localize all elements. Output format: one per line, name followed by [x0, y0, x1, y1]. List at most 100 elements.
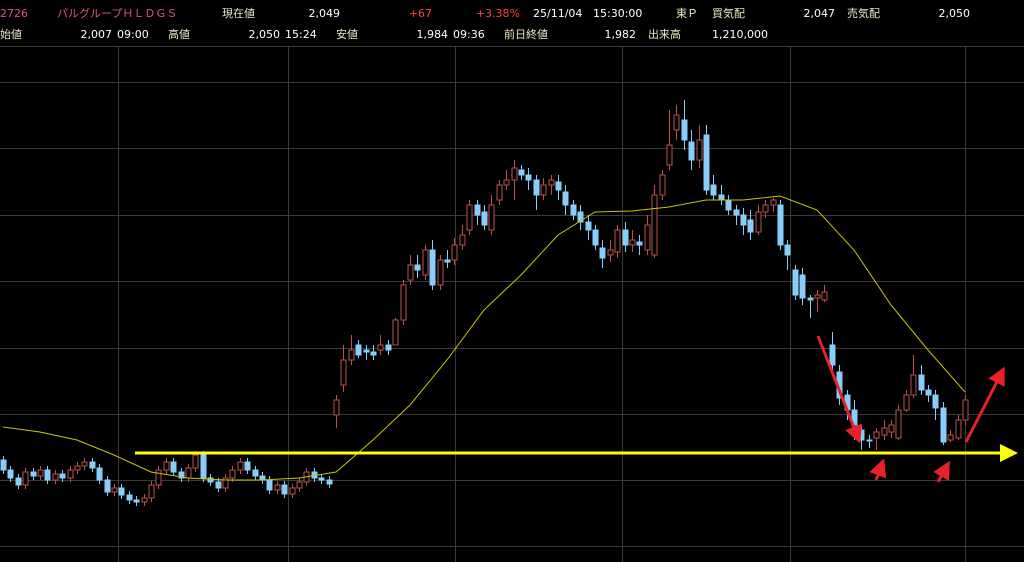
- candle-body: [252, 469, 259, 477]
- vertical-grid: [118, 47, 966, 562]
- candle-body: [607, 249, 614, 256]
- candle-body: [422, 249, 429, 276]
- candle-body: [770, 199, 777, 206]
- header-time: 09:00: [117, 28, 149, 41]
- candle-body: [562, 191, 569, 206]
- candle-body: [666, 144, 673, 166]
- candle-body: [962, 399, 969, 421]
- candle-body: [599, 247, 606, 259]
- candle-body: [696, 139, 703, 161]
- header-code: 2726: [0, 7, 28, 20]
- header-label: 売気配: [847, 6, 880, 20]
- candle-body: [740, 214, 747, 226]
- candle-body: [496, 184, 503, 201]
- candle-body: [747, 219, 754, 233]
- candle-body: [725, 199, 732, 211]
- candle-body: [888, 424, 895, 433]
- candle-body: [155, 469, 162, 486]
- header-label: 現在値: [222, 7, 255, 20]
- candle-body: [244, 461, 251, 471]
- candle-body: [525, 174, 532, 181]
- candle-body: [67, 469, 74, 479]
- red-arrows: [816, 335, 1005, 483]
- candle-body: [903, 394, 910, 411]
- header-value: 1,210,000: [712, 28, 768, 41]
- candle-body: [141, 497, 148, 503]
- header-value: 1,984: [417, 28, 449, 41]
- candle-body: [784, 244, 791, 256]
- arrow: [816, 335, 862, 444]
- candle-body: [629, 239, 636, 246]
- candle-body: [333, 399, 340, 416]
- candle-body: [518, 169, 525, 176]
- candle-body: [192, 454, 199, 469]
- candle-body: [237, 461, 244, 471]
- candle-body: [348, 349, 355, 361]
- header-name: パルグループＨＬＤＧＳ: [57, 6, 177, 20]
- candle-body: [222, 477, 229, 489]
- candle-body: [30, 471, 37, 477]
- candle-body: [540, 184, 547, 196]
- candle-body: [710, 184, 717, 196]
- candle-body: [873, 431, 880, 439]
- candle-body: [644, 224, 651, 251]
- horizontal-grid: [0, 82, 1024, 547]
- candle-body: [755, 211, 762, 233]
- candle-body: [111, 487, 118, 493]
- candle-body: [585, 221, 592, 231]
- candle-body: [799, 274, 806, 299]
- candle-body: [0, 459, 7, 471]
- header-value: 2,049: [309, 7, 341, 20]
- arrow: [869, 458, 887, 481]
- header-bg: [0, 0, 1024, 46]
- candle-body: [555, 181, 562, 191]
- header-time: 15:30:00: [593, 7, 642, 20]
- overlay: [2, 195, 1018, 481]
- candle-body: [200, 454, 207, 479]
- candle-body: [81, 461, 88, 467]
- arrow: [933, 460, 950, 483]
- candle-body: [881, 427, 888, 436]
- candle-body: [947, 434, 954, 441]
- candle-body: [459, 234, 466, 246]
- candle-body: [474, 204, 481, 216]
- candle-body: [451, 244, 458, 261]
- candle-body: [910, 374, 917, 396]
- candle-body: [821, 291, 828, 301]
- candle-body: [392, 319, 399, 346]
- candle-body: [59, 473, 66, 479]
- candle-body: [289, 487, 296, 495]
- candle-body: [414, 264, 421, 271]
- candle-body: [318, 477, 325, 481]
- candle-body: [437, 259, 444, 286]
- header: 2726 パルグループＨＬＤＧＳ 現在値 2,049 +67 +3.38% 25/11/04…: [0, 6, 970, 41]
- header-label: 出来高: [648, 27, 681, 41]
- header-value: 2,047: [804, 7, 836, 20]
- candle-body: [215, 481, 222, 489]
- candle-body: [148, 484, 155, 499]
- header-value: 2,050: [249, 28, 281, 41]
- candle-body: [548, 179, 555, 186]
- candle-body: [829, 344, 836, 366]
- candle-body: [688, 141, 695, 161]
- candle-body: [429, 249, 436, 286]
- candle-body: [733, 209, 740, 216]
- candle-body: [385, 344, 392, 351]
- candle-body: [488, 204, 495, 231]
- candle-body: [481, 211, 488, 226]
- candle-body: [777, 204, 784, 246]
- header-value: 2,007: [81, 28, 113, 41]
- candle-body: [895, 409, 902, 439]
- candle-body: [503, 179, 510, 186]
- candle-body: [407, 264, 414, 281]
- candle-body: [533, 179, 540, 196]
- candle-body: [340, 359, 347, 386]
- candle-body: [44, 469, 51, 481]
- header-time: 15:24: [285, 28, 317, 41]
- candle-body: [681, 119, 688, 141]
- candle-body: [170, 461, 177, 473]
- candle-body: [792, 269, 799, 296]
- candle-body: [659, 174, 666, 196]
